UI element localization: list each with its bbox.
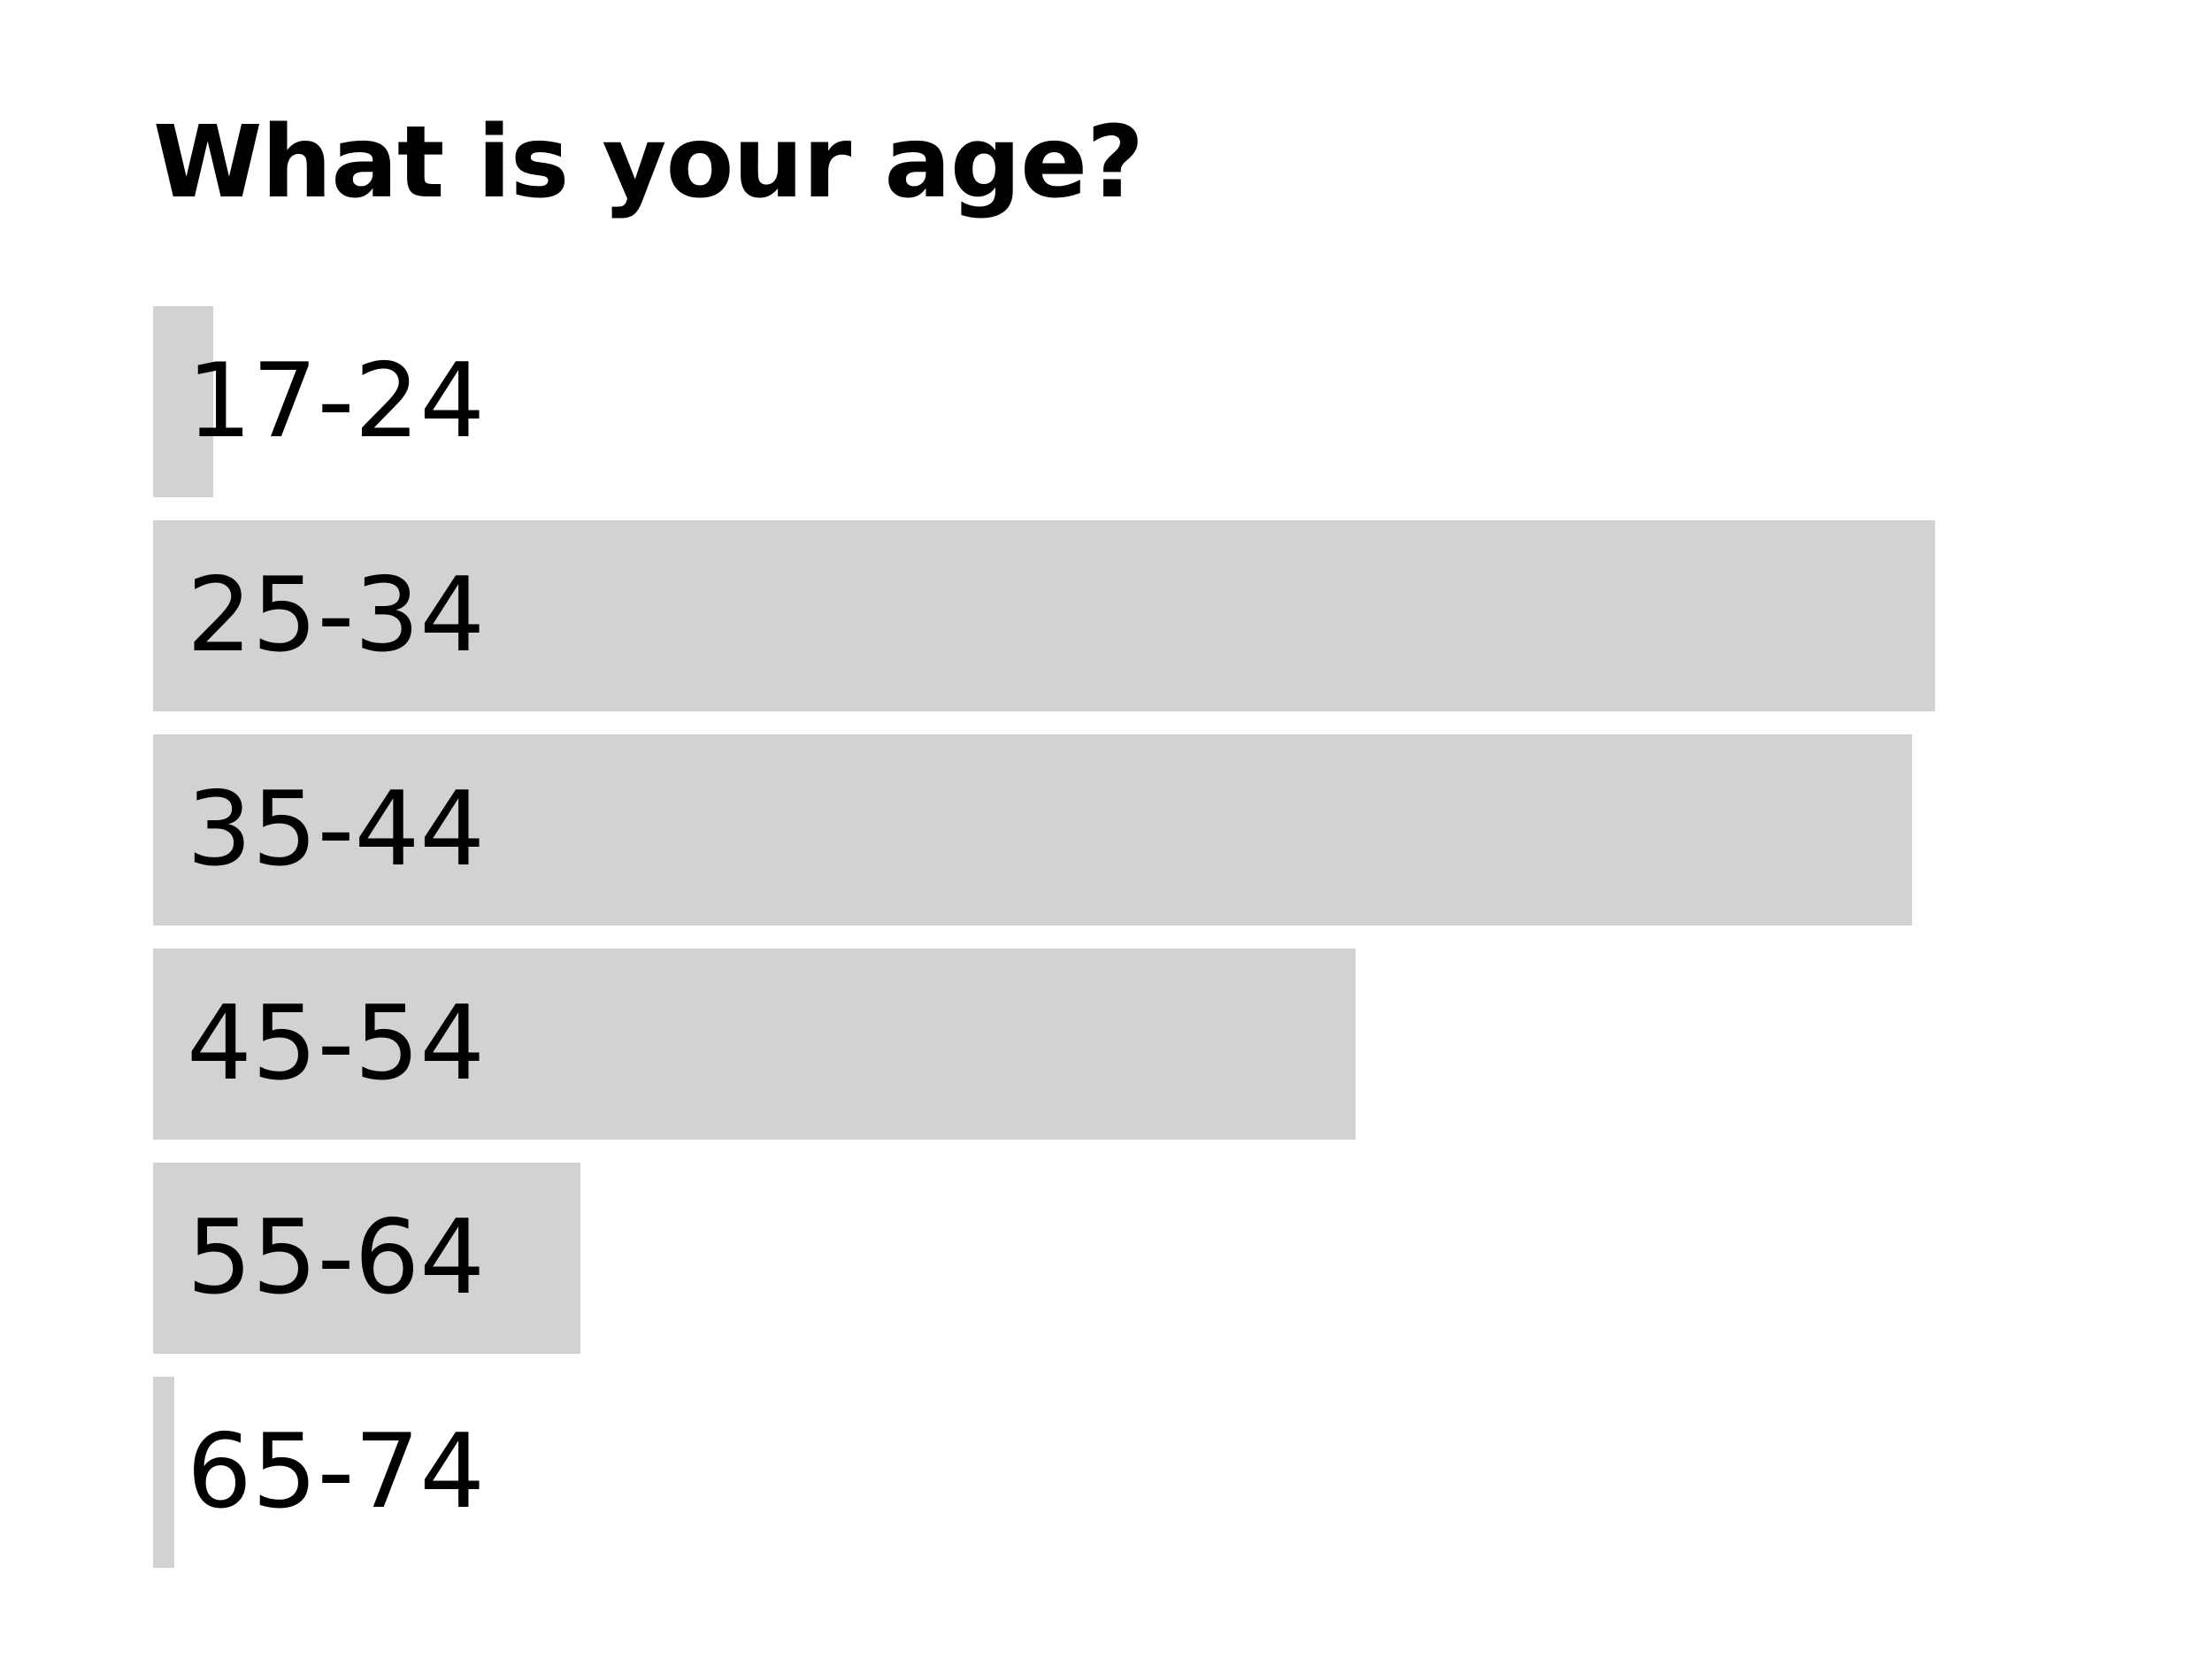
bar: [153, 1377, 174, 1568]
bar: [153, 520, 1935, 711]
bar-label: 17-24: [187, 342, 486, 461]
bar: [153, 734, 1912, 926]
bar-label: 45-54: [187, 984, 486, 1103]
bar: [153, 949, 1356, 1140]
bar-row: 55-64: [153, 1163, 2011, 1354]
chart-title: What is your age?: [153, 105, 1144, 220]
bar-area: 17-24 25-34 35-44 45-54 55-64 65-74: [153, 0, 2011, 1659]
bar: [153, 1163, 580, 1354]
bar-row: 25-34: [153, 520, 2011, 711]
bar: [153, 306, 213, 497]
bar-label: 25-34: [187, 556, 486, 675]
bar-label: 65-74: [187, 1412, 486, 1532]
bar-row: 35-44: [153, 734, 2011, 926]
bar-row: 45-54: [153, 949, 2011, 1140]
bar-label: 35-44: [187, 770, 486, 889]
bar-row: 65-74: [153, 1377, 2011, 1568]
bar-label: 55-64: [187, 1198, 486, 1317]
bar-row: 17-24: [153, 306, 2011, 497]
